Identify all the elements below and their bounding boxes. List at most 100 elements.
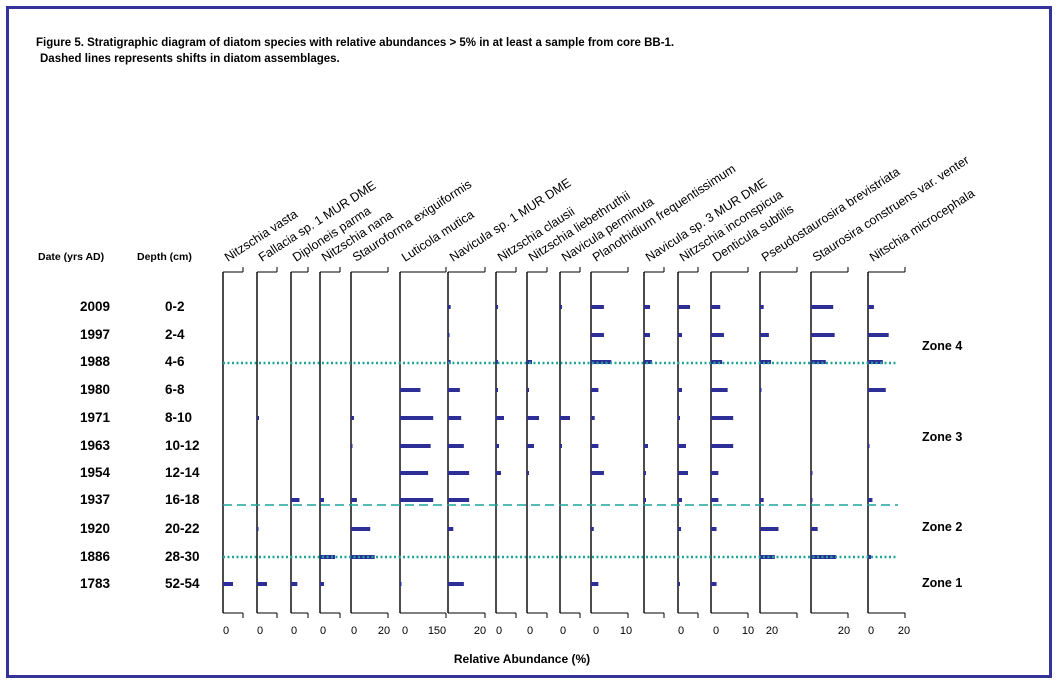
abundance-bar xyxy=(448,527,454,531)
abundance-bar xyxy=(351,444,353,448)
abundance-bar xyxy=(291,498,300,502)
abundance-bar xyxy=(257,527,259,531)
abundance-bar xyxy=(760,305,764,309)
abundance-bar xyxy=(591,305,604,309)
abundance-bar xyxy=(257,416,259,420)
abundance-bar xyxy=(644,471,646,475)
tick-label: 0 xyxy=(320,625,326,637)
sample-year-label: 1988 xyxy=(80,354,111,369)
figure-subtitle: Dashed lines represents shifts in diatom… xyxy=(40,53,340,65)
sample-year-label: 1971 xyxy=(80,410,111,425)
abundance-bar xyxy=(527,444,534,448)
zone-label: Zone 3 xyxy=(922,430,963,444)
sample-year-label: 1980 xyxy=(80,382,111,397)
tick-label: 20 xyxy=(378,625,390,637)
abundance-bar xyxy=(868,305,874,309)
sample-year-label: 1954 xyxy=(80,465,111,480)
abundance-bar xyxy=(644,444,648,448)
abundance-bar xyxy=(351,416,354,420)
abundance-bar xyxy=(644,305,650,309)
sample-year-label: 1963 xyxy=(80,438,111,453)
sample-year-label: 1937 xyxy=(80,492,111,507)
abundance-bar xyxy=(678,305,690,309)
abundance-bar xyxy=(811,305,834,309)
sample-depth-label: 52-54 xyxy=(165,576,200,591)
abundance-bar xyxy=(811,555,837,559)
tick-label: 0 xyxy=(713,625,719,637)
tick-label: 0 xyxy=(351,625,357,637)
abundance-bar xyxy=(711,360,723,364)
sample-year-label: 2009 xyxy=(80,299,111,314)
tick-label: 0 xyxy=(496,625,502,637)
abundance-bar xyxy=(291,582,298,586)
abundance-bar xyxy=(400,444,431,448)
abundance-bar xyxy=(591,388,599,392)
abundance-bar xyxy=(591,582,599,586)
tick-label: 0 xyxy=(223,625,229,637)
abundance-bar xyxy=(527,388,529,392)
abundance-bar xyxy=(760,498,764,502)
abundance-bar xyxy=(678,471,688,475)
abundance-bar xyxy=(811,333,835,337)
tick-label: 150 xyxy=(428,625,446,637)
tick-label: 10 xyxy=(620,625,632,637)
tick-label: 20 xyxy=(898,625,910,637)
figure-frame xyxy=(6,6,1052,678)
tick-label: 20 xyxy=(766,625,778,637)
tick-label: 10 xyxy=(742,625,754,637)
abundance-bar xyxy=(560,305,562,309)
abundance-bar xyxy=(448,582,464,586)
tick-label: 20 xyxy=(474,625,486,637)
abundance-bar xyxy=(760,333,769,337)
abundance-bar xyxy=(448,471,470,475)
abundance-bar xyxy=(351,498,357,502)
abundance-bar xyxy=(711,388,728,392)
abundance-bar xyxy=(400,416,434,420)
tick-label: 0 xyxy=(291,625,297,637)
zone-label: Zone 2 xyxy=(922,520,963,534)
abundance-bar xyxy=(320,582,324,586)
sample-year-label: 1783 xyxy=(80,576,111,591)
abundance-bar xyxy=(257,582,267,586)
abundance-bar xyxy=(711,582,717,586)
abundance-bar xyxy=(678,388,682,392)
abundance-bar xyxy=(711,444,734,448)
abundance-bar xyxy=(868,498,873,502)
abundance-bar xyxy=(591,416,595,420)
abundance-bar xyxy=(527,471,529,475)
abundance-bar xyxy=(351,527,371,531)
abundance-bar xyxy=(644,333,650,337)
abundance-bar xyxy=(591,444,599,448)
abundance-bar xyxy=(868,360,883,364)
sample-depth-label: 8-10 xyxy=(165,410,193,425)
sample-depth-label: 16-18 xyxy=(165,492,200,507)
abundance-bar xyxy=(760,555,775,559)
abundance-bar xyxy=(400,498,434,502)
sample-year-label: 1920 xyxy=(80,521,111,536)
abundance-bar xyxy=(560,444,562,448)
tick-label: 20 xyxy=(838,625,850,637)
tick-label: 0 xyxy=(527,625,533,637)
abundance-bar xyxy=(811,498,813,502)
abundance-bar xyxy=(760,360,772,364)
tick-label: 0 xyxy=(678,625,684,637)
abundance-bar xyxy=(711,305,721,309)
sample-depth-label: 4-6 xyxy=(165,354,185,369)
sample-year-label: 1886 xyxy=(80,549,111,564)
tick-label: 0 xyxy=(560,625,566,637)
tick-label: 0 xyxy=(868,625,874,637)
figure-title: Figure 5. Stratigraphic diagram of diato… xyxy=(36,37,675,49)
abundance-bar xyxy=(496,471,501,475)
tick-label: 0 xyxy=(257,625,263,637)
depth-column-header: Depth (cm) xyxy=(137,251,192,263)
abundance-bar xyxy=(678,333,682,337)
abundance-bar xyxy=(496,388,498,392)
abundance-bar xyxy=(678,527,681,531)
abundance-bar xyxy=(678,416,680,420)
species-label: Nitschia microcephala xyxy=(867,186,977,264)
sample-depth-label: 12-14 xyxy=(165,465,200,480)
abundance-bar xyxy=(448,416,462,420)
zone-label: Zone 1 xyxy=(922,576,963,590)
abundance-bar xyxy=(400,388,421,392)
sample-depth-label: 20-22 xyxy=(165,521,200,536)
